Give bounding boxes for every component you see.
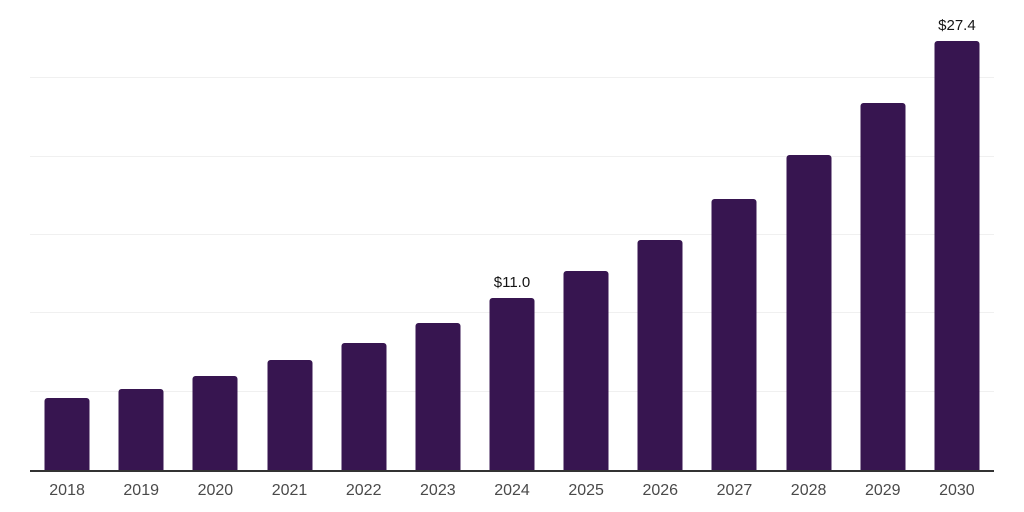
x-tick-2030: 2030 <box>939 482 975 499</box>
bar-slot-2029 <box>846 0 920 470</box>
data-label-2030: $27.4 <box>938 16 976 34</box>
bar-2026 <box>637 239 683 470</box>
bar-slot-2027 <box>697 0 771 470</box>
bar-slot-2022 <box>327 0 401 470</box>
bar-slot-2024: $11.0 <box>475 0 549 470</box>
bar-slot-2030: $27.4 <box>920 0 994 470</box>
bar-2027 <box>711 198 757 470</box>
bar-2022 <box>341 343 387 470</box>
bar-2020 <box>192 376 238 470</box>
bar-2021 <box>267 360 313 470</box>
bar-slot-2028 <box>772 0 846 470</box>
bar-2028 <box>786 155 832 470</box>
bar-slot-2023 <box>401 0 475 470</box>
bar-2019 <box>118 388 164 470</box>
gridline-20 <box>30 155 994 157</box>
gridline-25 <box>30 77 994 79</box>
x-tick-2021: 2021 <box>271 482 308 499</box>
bar-2025 <box>563 271 609 470</box>
bar-2018 <box>44 397 90 470</box>
x-tick-2023: 2023 <box>420 482 456 499</box>
x-tick-2026: 2026 <box>642 482 679 499</box>
bar-2029 <box>860 103 906 470</box>
bar-slot-2019 <box>104 0 178 470</box>
data-label-2024: $11.0 <box>493 273 531 291</box>
plot-area: $11.0 $27.4 <box>30 0 994 472</box>
bar-slot-2021 <box>252 0 326 470</box>
gridline-15 <box>30 234 994 235</box>
bar-slot-2020 <box>178 0 252 470</box>
x-tick-2029: 2029 <box>864 482 901 499</box>
x-axis: 2018 2019 2020 2021 2022 2023 2024 2025 2026 2027… <box>30 480 994 506</box>
x-tick-2028: 2028 <box>790 482 827 499</box>
x-tick-2019: 2019 <box>123 482 159 499</box>
bar-2024 <box>489 297 535 470</box>
x-tick-2022: 2022 <box>345 482 382 499</box>
bar-slot-2025 <box>549 0 623 470</box>
x-tick-2020: 2020 <box>197 482 234 499</box>
bar-2023 <box>415 322 461 470</box>
x-tick-2025: 2025 <box>568 482 604 499</box>
bar-slot-2018 <box>30 0 104 470</box>
x-tick-2024: 2024 <box>494 482 530 499</box>
bar-slot-2026 <box>623 0 697 470</box>
bar-2030 <box>934 40 980 470</box>
x-tick-2027: 2027 <box>716 482 753 499</box>
x-tick-2018: 2018 <box>49 482 85 499</box>
